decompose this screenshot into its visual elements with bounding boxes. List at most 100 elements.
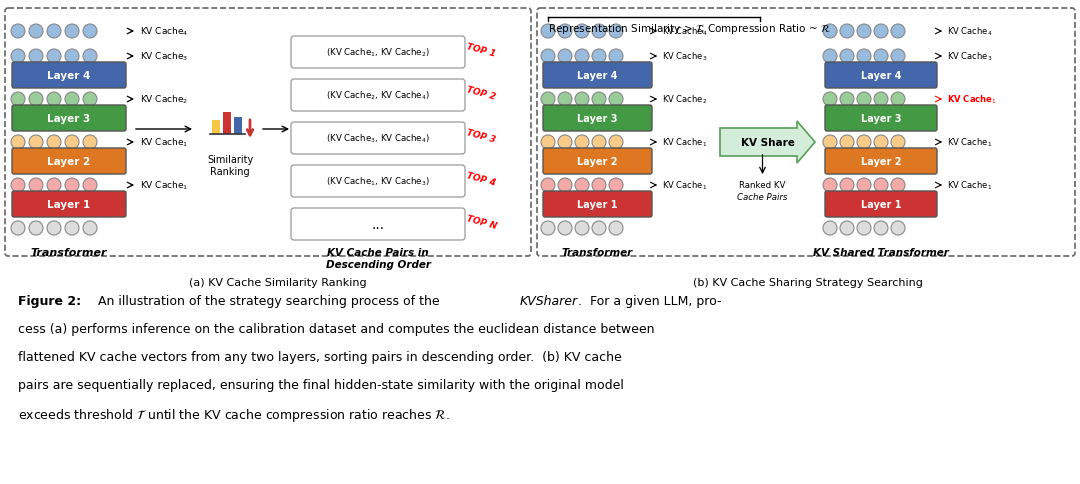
Circle shape (575, 179, 589, 193)
Circle shape (11, 136, 25, 150)
FancyBboxPatch shape (537, 9, 1075, 257)
Text: KV Cache$_1$: KV Cache$_1$ (947, 136, 993, 149)
Circle shape (541, 50, 555, 64)
Circle shape (29, 222, 43, 236)
Circle shape (541, 136, 555, 150)
Circle shape (11, 179, 25, 193)
Circle shape (575, 222, 589, 236)
Circle shape (48, 50, 60, 64)
Circle shape (541, 179, 555, 193)
Text: KV Cache$_4$: KV Cache$_4$ (662, 26, 707, 38)
Circle shape (823, 25, 837, 39)
Circle shape (541, 93, 555, 107)
FancyBboxPatch shape (5, 9, 531, 257)
Text: KV Share: KV Share (741, 138, 795, 148)
Text: Layer 2: Layer 2 (48, 157, 91, 166)
Text: Layer 3: Layer 3 (861, 114, 901, 124)
FancyBboxPatch shape (825, 149, 937, 175)
Circle shape (891, 50, 905, 64)
Circle shape (609, 50, 623, 64)
Text: Similarity: Similarity (207, 155, 253, 165)
Circle shape (823, 136, 837, 150)
Circle shape (858, 93, 870, 107)
Text: Transformer: Transformer (562, 247, 633, 257)
Circle shape (65, 93, 79, 107)
Text: (KV Cache$_1$, KV Cache$_2$): (KV Cache$_1$, KV Cache$_2$) (326, 46, 430, 59)
Text: Layer 3: Layer 3 (577, 114, 618, 124)
FancyBboxPatch shape (543, 63, 652, 89)
Circle shape (874, 25, 888, 39)
FancyBboxPatch shape (12, 192, 126, 217)
Circle shape (575, 50, 589, 64)
Circle shape (609, 222, 623, 236)
Circle shape (65, 179, 79, 193)
Circle shape (891, 179, 905, 193)
Text: KV Cache$_1$: KV Cache$_1$ (662, 136, 707, 149)
Circle shape (840, 93, 854, 107)
Circle shape (558, 25, 572, 39)
Circle shape (29, 93, 43, 107)
Circle shape (575, 93, 589, 107)
Text: (KV Cache$_3$, KV Cache$_4$): (KV Cache$_3$, KV Cache$_4$) (326, 133, 430, 145)
Text: Layer 4: Layer 4 (861, 71, 901, 81)
Text: Layer 2: Layer 2 (577, 157, 618, 166)
Text: flattened KV cache vectors from any two layers, sorting pairs in descending orde: flattened KV cache vectors from any two … (18, 350, 622, 363)
Text: (KV Cache$_1$, KV Cache$_3$): (KV Cache$_1$, KV Cache$_3$) (326, 175, 430, 188)
Circle shape (592, 222, 606, 236)
Circle shape (65, 136, 79, 150)
Circle shape (858, 222, 870, 236)
Circle shape (65, 222, 79, 236)
Text: KV Cache$_1$: KV Cache$_1$ (140, 136, 189, 149)
Text: Layer 1: Layer 1 (48, 199, 91, 210)
Circle shape (48, 179, 60, 193)
Text: TOP N: TOP N (465, 213, 497, 230)
Circle shape (823, 50, 837, 64)
Circle shape (558, 50, 572, 64)
Circle shape (83, 179, 97, 193)
Circle shape (575, 25, 589, 39)
Circle shape (840, 50, 854, 64)
Text: Transformer: Transformer (30, 247, 107, 257)
Circle shape (592, 136, 606, 150)
Circle shape (858, 179, 870, 193)
Circle shape (541, 222, 555, 236)
Circle shape (823, 179, 837, 193)
Text: .  For a given LLM, pro-: . For a given LLM, pro- (578, 294, 721, 307)
Text: Layer 1: Layer 1 (861, 199, 901, 210)
Circle shape (29, 50, 43, 64)
Circle shape (83, 222, 97, 236)
Text: TOP 4: TOP 4 (465, 171, 496, 187)
FancyBboxPatch shape (543, 149, 652, 175)
Circle shape (592, 25, 606, 39)
Circle shape (83, 50, 97, 64)
FancyBboxPatch shape (12, 63, 126, 89)
Circle shape (11, 222, 25, 236)
Text: KV Cache$_1$: KV Cache$_1$ (662, 180, 707, 192)
Circle shape (609, 25, 623, 39)
Text: Layer 3: Layer 3 (48, 114, 91, 124)
Circle shape (541, 25, 555, 39)
Bar (234, 118, 242, 135)
Circle shape (48, 222, 60, 236)
Text: exceeds threshold $\mathcal{T}$ until the KV cache compression ratio reaches $\m: exceeds threshold $\mathcal{T}$ until th… (18, 406, 450, 423)
Text: KV Cache$_1$: KV Cache$_1$ (947, 180, 993, 192)
Circle shape (840, 222, 854, 236)
Bar (222, 113, 231, 135)
FancyBboxPatch shape (291, 209, 465, 241)
Text: KV Cache$_4$: KV Cache$_4$ (947, 26, 993, 38)
Circle shape (11, 25, 25, 39)
Text: An illustration of the strategy searching process of the: An illustration of the strategy searchin… (90, 294, 444, 307)
Circle shape (874, 93, 888, 107)
Text: Ranking: Ranking (211, 166, 249, 177)
Text: Representation Similarity > $\mathcal{T}$; Compression Ratio ~ $\mathcal{R}$: Representation Similarity > $\mathcal{T}… (548, 22, 831, 36)
Circle shape (29, 136, 43, 150)
FancyArrow shape (720, 122, 815, 164)
Text: TOP 2: TOP 2 (465, 85, 496, 101)
Circle shape (609, 136, 623, 150)
Text: KV Cache$_1$: KV Cache$_1$ (140, 180, 189, 192)
Text: pairs are sequentially replaced, ensuring the final hidden-state similarity with: pairs are sequentially replaced, ensurin… (18, 378, 624, 391)
Circle shape (592, 50, 606, 64)
Circle shape (891, 93, 905, 107)
Circle shape (858, 136, 870, 150)
Circle shape (874, 179, 888, 193)
